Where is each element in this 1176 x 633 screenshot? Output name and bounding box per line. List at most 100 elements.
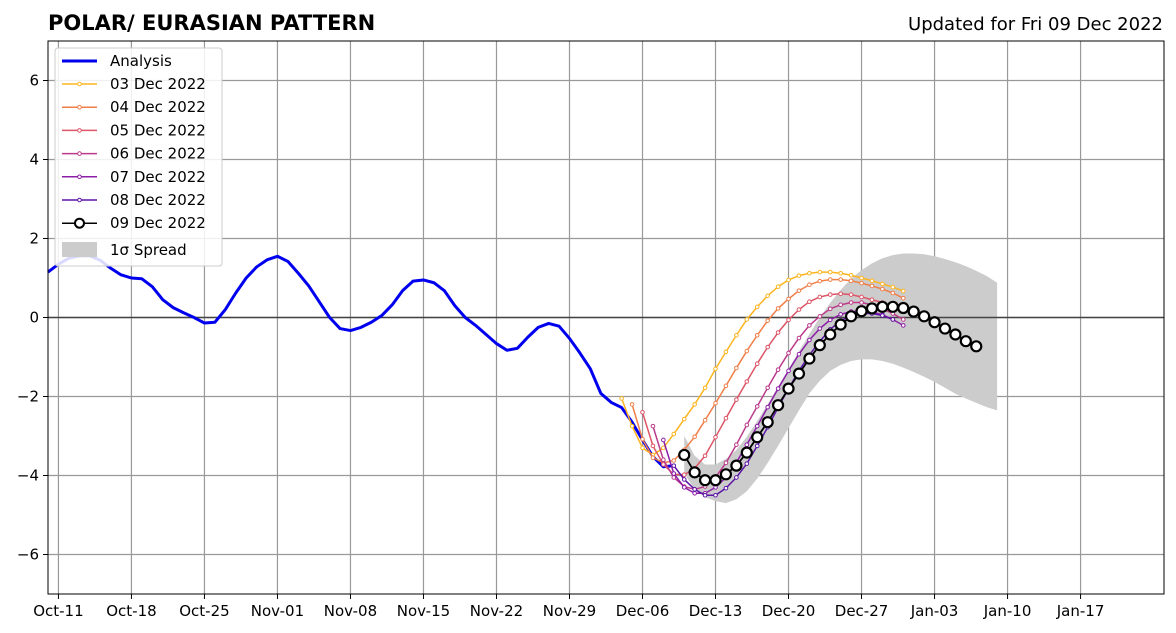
- forecast-point: [744, 317, 750, 322]
- x-tick-label: Jan-17: [1056, 602, 1105, 620]
- forecast-point: [865, 302, 879, 315]
- x-tick-label: Nov-29: [543, 602, 596, 620]
- forecast-point: [692, 434, 697, 440]
- forecast-point: [775, 306, 781, 311]
- y-tick-label: −4: [17, 467, 39, 485]
- forecast-point: [970, 340, 983, 353]
- forecast-point: [796, 273, 802, 278]
- forecast-point: [765, 404, 770, 410]
- forecast-point: [869, 297, 875, 303]
- forecast-point: [761, 416, 774, 429]
- forecast-point: [949, 328, 962, 341]
- forecast-point: [640, 436, 645, 442]
- y-tick-label: 2: [29, 230, 39, 248]
- x-tick-label: Dec-20: [762, 602, 816, 620]
- forecast-point: [803, 352, 816, 365]
- forecast-point: [796, 307, 802, 312]
- forecast-point: [813, 339, 826, 352]
- forecast-point: [661, 457, 666, 463]
- x-tick-label: Nov-01: [251, 602, 304, 620]
- forecast-line: [620, 271, 904, 456]
- forecast-point: [681, 477, 687, 482]
- forecast-point: [859, 275, 864, 281]
- x-tick-label: Nov-22: [470, 602, 523, 620]
- forecast-point: [817, 278, 823, 284]
- x-tick-label: Nov-15: [397, 602, 450, 620]
- y-tick-label: −2: [17, 388, 39, 406]
- x-tick-label: Nov-08: [324, 602, 377, 620]
- forecast-point: [744, 422, 750, 428]
- forecast-point: [734, 365, 739, 371]
- forecast-point: [734, 442, 739, 447]
- forecast-point: [744, 461, 750, 466]
- x-tick-label: Jan-03: [910, 602, 959, 620]
- forecast-point: [859, 280, 864, 286]
- legend-forecast-label: 06 Dec 2022: [110, 145, 206, 163]
- forecast-point: [671, 463, 677, 468]
- forecast-point: [681, 416, 687, 422]
- forecast-point: [900, 288, 906, 294]
- forecast-point: [640, 445, 645, 451]
- updated-date: Updated for Fri 09 Dec 2022: [908, 14, 1163, 35]
- forecast-point: [709, 474, 722, 487]
- forecast-point: [650, 443, 656, 449]
- legend-forecast-marker: [77, 151, 82, 156]
- forecast-point: [740, 446, 753, 459]
- legend-forecast-label: 08 Dec 2022: [110, 191, 206, 209]
- forecast-point: [702, 453, 708, 459]
- forecast-point: [827, 269, 833, 275]
- legend-spread-swatch: [62, 242, 97, 257]
- forecast-point: [880, 313, 885, 318]
- forecast-point: [754, 443, 760, 449]
- forecast-point: [765, 385, 770, 391]
- forecast-point: [869, 283, 875, 289]
- forecast-point: [786, 277, 791, 283]
- forecast-point: [702, 492, 708, 498]
- forecast-point: [671, 458, 677, 463]
- forecast-point: [792, 367, 806, 380]
- forecast-point: [775, 284, 781, 289]
- forecast-point: [744, 348, 750, 354]
- forecast-point: [671, 431, 677, 437]
- y-tick-label: 4: [29, 151, 39, 169]
- forecast-point: [723, 460, 729, 466]
- forecast-point: [807, 270, 812, 276]
- x-tick-label: Oct-11: [33, 602, 83, 620]
- forecast-point: [918, 310, 931, 323]
- forecast-point: [775, 386, 781, 391]
- x-tick-label: Dec-27: [835, 602, 889, 620]
- forecast-point: [765, 344, 770, 350]
- forecast-point: [713, 492, 718, 498]
- forecast-point: [786, 317, 791, 323]
- forecast-point: [698, 474, 712, 487]
- forecast-point: [619, 396, 624, 401]
- forecast-point: [796, 288, 802, 293]
- forecast-point: [661, 462, 666, 467]
- forecast-point: [775, 330, 781, 335]
- legend-forecast-label: 05 Dec 2022: [110, 121, 206, 139]
- forecast-point: [730, 459, 743, 472]
- forecast-point: [869, 278, 875, 284]
- forecast-point: [938, 322, 952, 335]
- forecast-point: [692, 487, 697, 492]
- forecast-point: [900, 317, 906, 322]
- forecast-point: [880, 281, 885, 287]
- forecast-point: [754, 404, 760, 409]
- forecast-point: [807, 282, 812, 288]
- forecast-point: [692, 490, 697, 496]
- y-tick-label: −6: [17, 546, 39, 564]
- legend: Analysis 03 Dec 2022 04 Dec 2022 05 Dec 202…: [54, 47, 223, 267]
- forecast-point: [640, 410, 645, 415]
- forecast-point: [734, 397, 739, 402]
- legend-forecast-marker: [77, 174, 82, 180]
- x-tick-label: Oct-25: [179, 602, 229, 620]
- chart-title: POLAR/ EURASIAN PATTERN: [48, 11, 375, 35]
- forecast-point: [907, 305, 920, 318]
- forecast-point: [900, 295, 906, 301]
- forecast-point: [782, 382, 795, 395]
- legend-forecast-label: 09 Dec 2022: [110, 214, 206, 232]
- forecast-point: [671, 471, 677, 476]
- forecast-point: [827, 292, 833, 297]
- forecast-point: [765, 293, 770, 299]
- legend-analysis-label: Analysis: [110, 52, 172, 70]
